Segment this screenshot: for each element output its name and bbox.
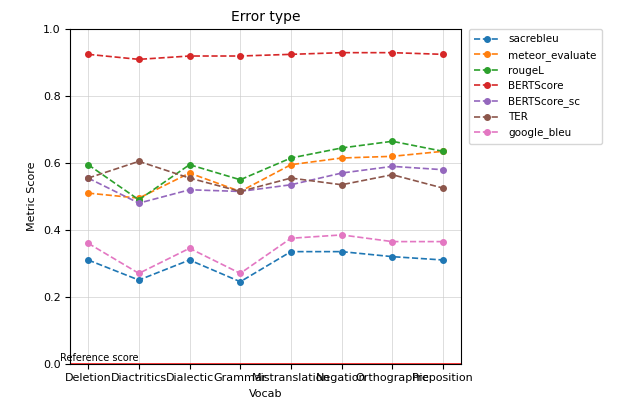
Line: TER: TER [85,158,446,194]
sacrebleu [439,257,447,263]
google_bleu [287,236,295,241]
BERTScore_sc [388,164,396,169]
TER [236,189,244,194]
meteor_evaluate [135,196,143,201]
google_bleu [338,232,346,237]
meteor_evaluate [84,191,92,196]
BERTScore [135,57,143,62]
TER [388,172,396,177]
Title: Error type: Error type [231,10,300,24]
BERTScore_sc [84,176,92,181]
BERTScore [84,52,92,57]
google_bleu [135,271,143,276]
rougeL [338,145,346,150]
sacrebleu [388,254,396,259]
google_bleu [186,246,193,251]
sacrebleu [236,279,244,284]
meteor_evaluate [236,189,244,194]
BERTScore_sc [338,171,346,176]
meteor_evaluate [186,171,193,176]
BERTScore [388,50,396,55]
BERTScore_sc [135,201,143,206]
BERTScore [186,54,193,59]
BERTScore [439,52,447,57]
meteor_evaluate [287,162,295,167]
Text: Reference score: Reference score [60,353,139,363]
google_bleu [84,241,92,246]
sacrebleu [338,249,346,254]
google_bleu [439,239,447,244]
sacrebleu [84,257,92,263]
BERTScore [287,52,295,57]
TER [287,176,295,181]
BERTScore_sc [236,189,244,194]
meteor_evaluate [439,149,447,154]
Line: BERTScore: BERTScore [85,50,446,62]
BERTScore [338,50,346,55]
sacrebleu [186,257,193,263]
BERTScore_sc [287,182,295,187]
rougeL [84,162,92,167]
google_bleu [236,271,244,276]
rougeL [186,162,193,167]
BERTScore_sc [439,167,447,172]
meteor_evaluate [338,155,346,161]
meteor_evaluate [388,154,396,159]
rougeL [388,139,396,144]
Line: google_bleu: google_bleu [85,232,446,276]
TER [338,182,346,187]
Line: sacrebleu: sacrebleu [85,249,446,285]
rougeL [135,197,143,202]
TER [186,176,193,181]
sacrebleu [135,278,143,283]
Line: BERTScore_sc: BERTScore_sc [85,163,446,206]
sacrebleu [287,249,295,254]
Y-axis label: Metric Score: Metric Score [28,162,37,231]
Line: meteor_evaluate: meteor_evaluate [85,148,446,201]
rougeL [439,149,447,154]
rougeL [236,177,244,182]
X-axis label: Vocab: Vocab [249,389,282,399]
Legend: sacrebleu, meteor_evaluate, rougeL, BERTScore, BERTScore_sc, TER, google_bleu: sacrebleu, meteor_evaluate, rougeL, BERT… [468,29,602,144]
rougeL [287,155,295,161]
BERTScore_sc [186,187,193,192]
Line: rougeL: rougeL [85,138,446,203]
BERTScore [236,54,244,59]
TER [439,186,447,191]
TER [84,176,92,181]
TER [135,159,143,164]
google_bleu [388,239,396,244]
